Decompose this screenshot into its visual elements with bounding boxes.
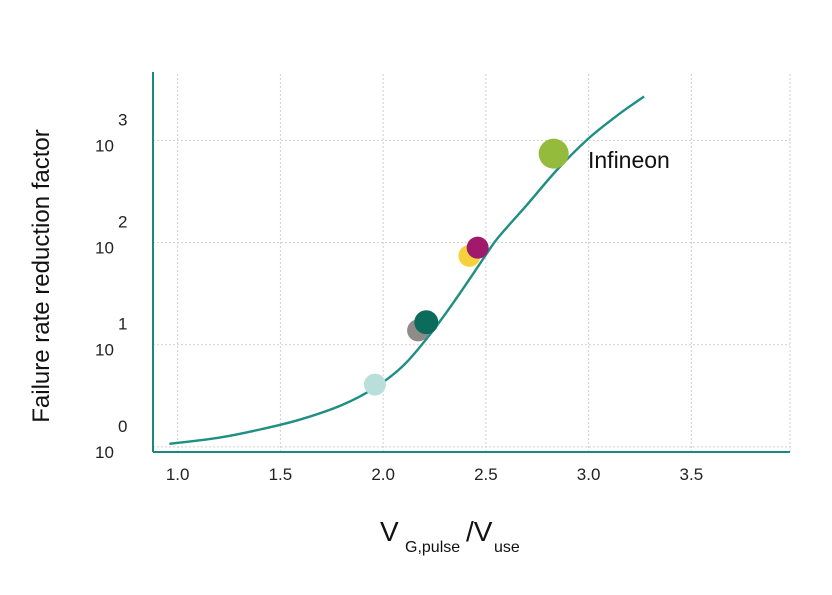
y-axis-label: Failure rate reduction factor [28,129,55,422]
y-tick-base: 10 [95,136,114,155]
x-tick-label: 1.0 [166,465,190,484]
y-tick-exponent: 3 [118,110,127,129]
data-point [538,138,569,169]
y-tick-exponent: 0 [118,417,127,436]
infineon-annotation: Infineon [588,147,670,173]
data-point [363,373,386,396]
x-tick-label: 3.0 [577,465,601,484]
x-axis-label: V G,pulse /V use [380,516,520,556]
x-tick-label: 3.5 [680,465,704,484]
data-point [414,310,439,335]
y-tick-label: 103 [95,110,127,155]
x-tick-labels: 1.0 1.5 2.0 2.5 3.0 3.5 [166,465,703,484]
x-tick-label: 1.5 [269,465,293,484]
axes [152,72,790,453]
x-axis-label-slash: /V [466,516,493,547]
y-tick-exponent: 2 [118,213,127,232]
y-tick-base: 10 [95,341,114,360]
y-tick-label: 102 [95,213,127,258]
x-tick-label: 2.0 [371,465,395,484]
y-tick-exponent: 1 [118,315,127,334]
points-layer [363,138,569,396]
y-tick-label: 101 [95,315,127,360]
x-axis-label-v: V [380,516,399,547]
y-tick-base: 10 [95,239,114,258]
y-tick-base: 10 [95,443,114,462]
x-tick-label: 2.5 [474,465,498,484]
data-point [466,236,489,259]
y-tick-label: 100 [95,417,127,462]
failure-rate-curve [169,95,645,445]
curve-layer [169,95,645,445]
grid [153,74,791,452]
x-axis-label-sub2: use [494,539,520,556]
x-axis-label-sub1: G,pulse [405,539,460,556]
